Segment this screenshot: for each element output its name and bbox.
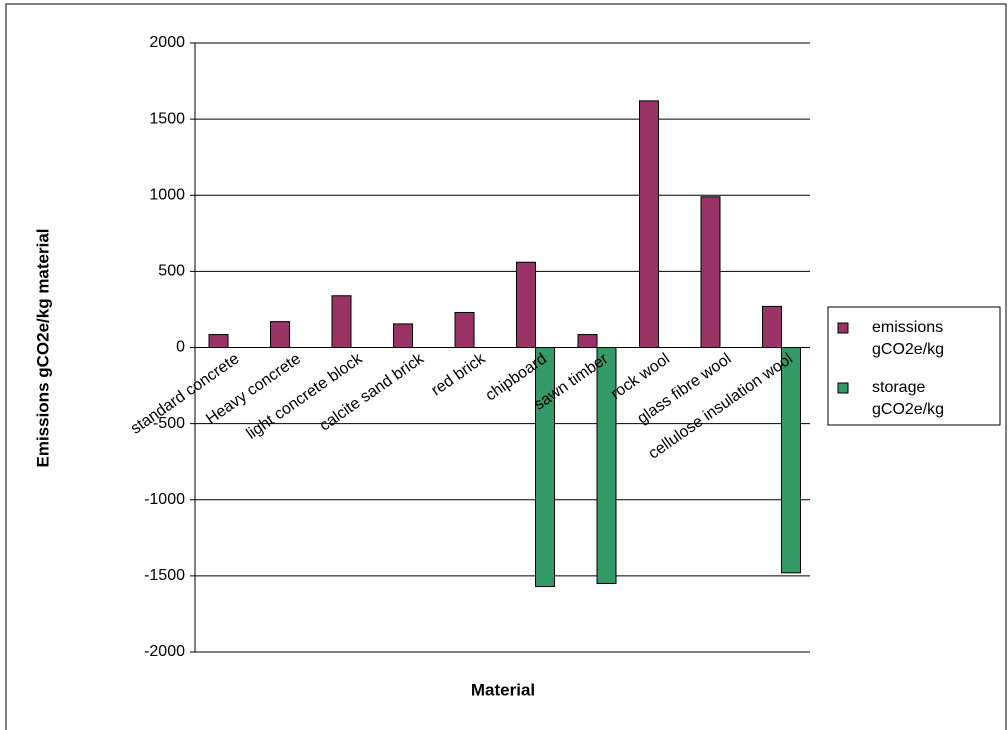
x-tick-label: red brick bbox=[428, 350, 489, 400]
bar bbox=[393, 323, 413, 348]
bar bbox=[454, 311, 475, 349]
y-axis-title: Emissions gCO2e/kg material bbox=[33, 228, 52, 467]
legend-label: emissions gCO2e/kg bbox=[872, 319, 948, 358]
y-tick-label: 2000 bbox=[149, 34, 185, 51]
x-tick-label: standard concrete bbox=[128, 350, 243, 437]
y-tick-label: -2000 bbox=[144, 643, 185, 660]
bar bbox=[639, 100, 659, 349]
y-tick-label: 1500 bbox=[149, 110, 185, 127]
y-tick-label: 500 bbox=[158, 263, 185, 280]
y-tick-label: -1500 bbox=[144, 567, 185, 584]
bar bbox=[270, 321, 290, 348]
bar bbox=[577, 334, 598, 348]
bar bbox=[535, 347, 555, 588]
chart-border bbox=[5, 3, 1007, 730]
y-tick-label: -1000 bbox=[144, 491, 185, 508]
y-tick-label: -500 bbox=[153, 415, 185, 432]
legend-label: storage gCO2e/kg bbox=[872, 379, 944, 418]
legend bbox=[827, 306, 1001, 426]
bar bbox=[762, 305, 782, 348]
bar bbox=[208, 334, 229, 348]
bar bbox=[700, 196, 721, 348]
legend-swatch bbox=[837, 382, 849, 394]
bar bbox=[781, 347, 801, 574]
bar bbox=[516, 261, 536, 348]
x-tick-label: light concrete block bbox=[244, 350, 367, 443]
y-tick-label: 0 bbox=[176, 339, 185, 356]
y-tick-label: 1000 bbox=[149, 186, 185, 203]
bar bbox=[331, 295, 352, 348]
bar bbox=[596, 347, 617, 584]
x-tick-label: calcite sand brick bbox=[317, 350, 428, 435]
legend-swatch bbox=[837, 322, 849, 334]
x-axis-title: Material bbox=[471, 680, 535, 699]
